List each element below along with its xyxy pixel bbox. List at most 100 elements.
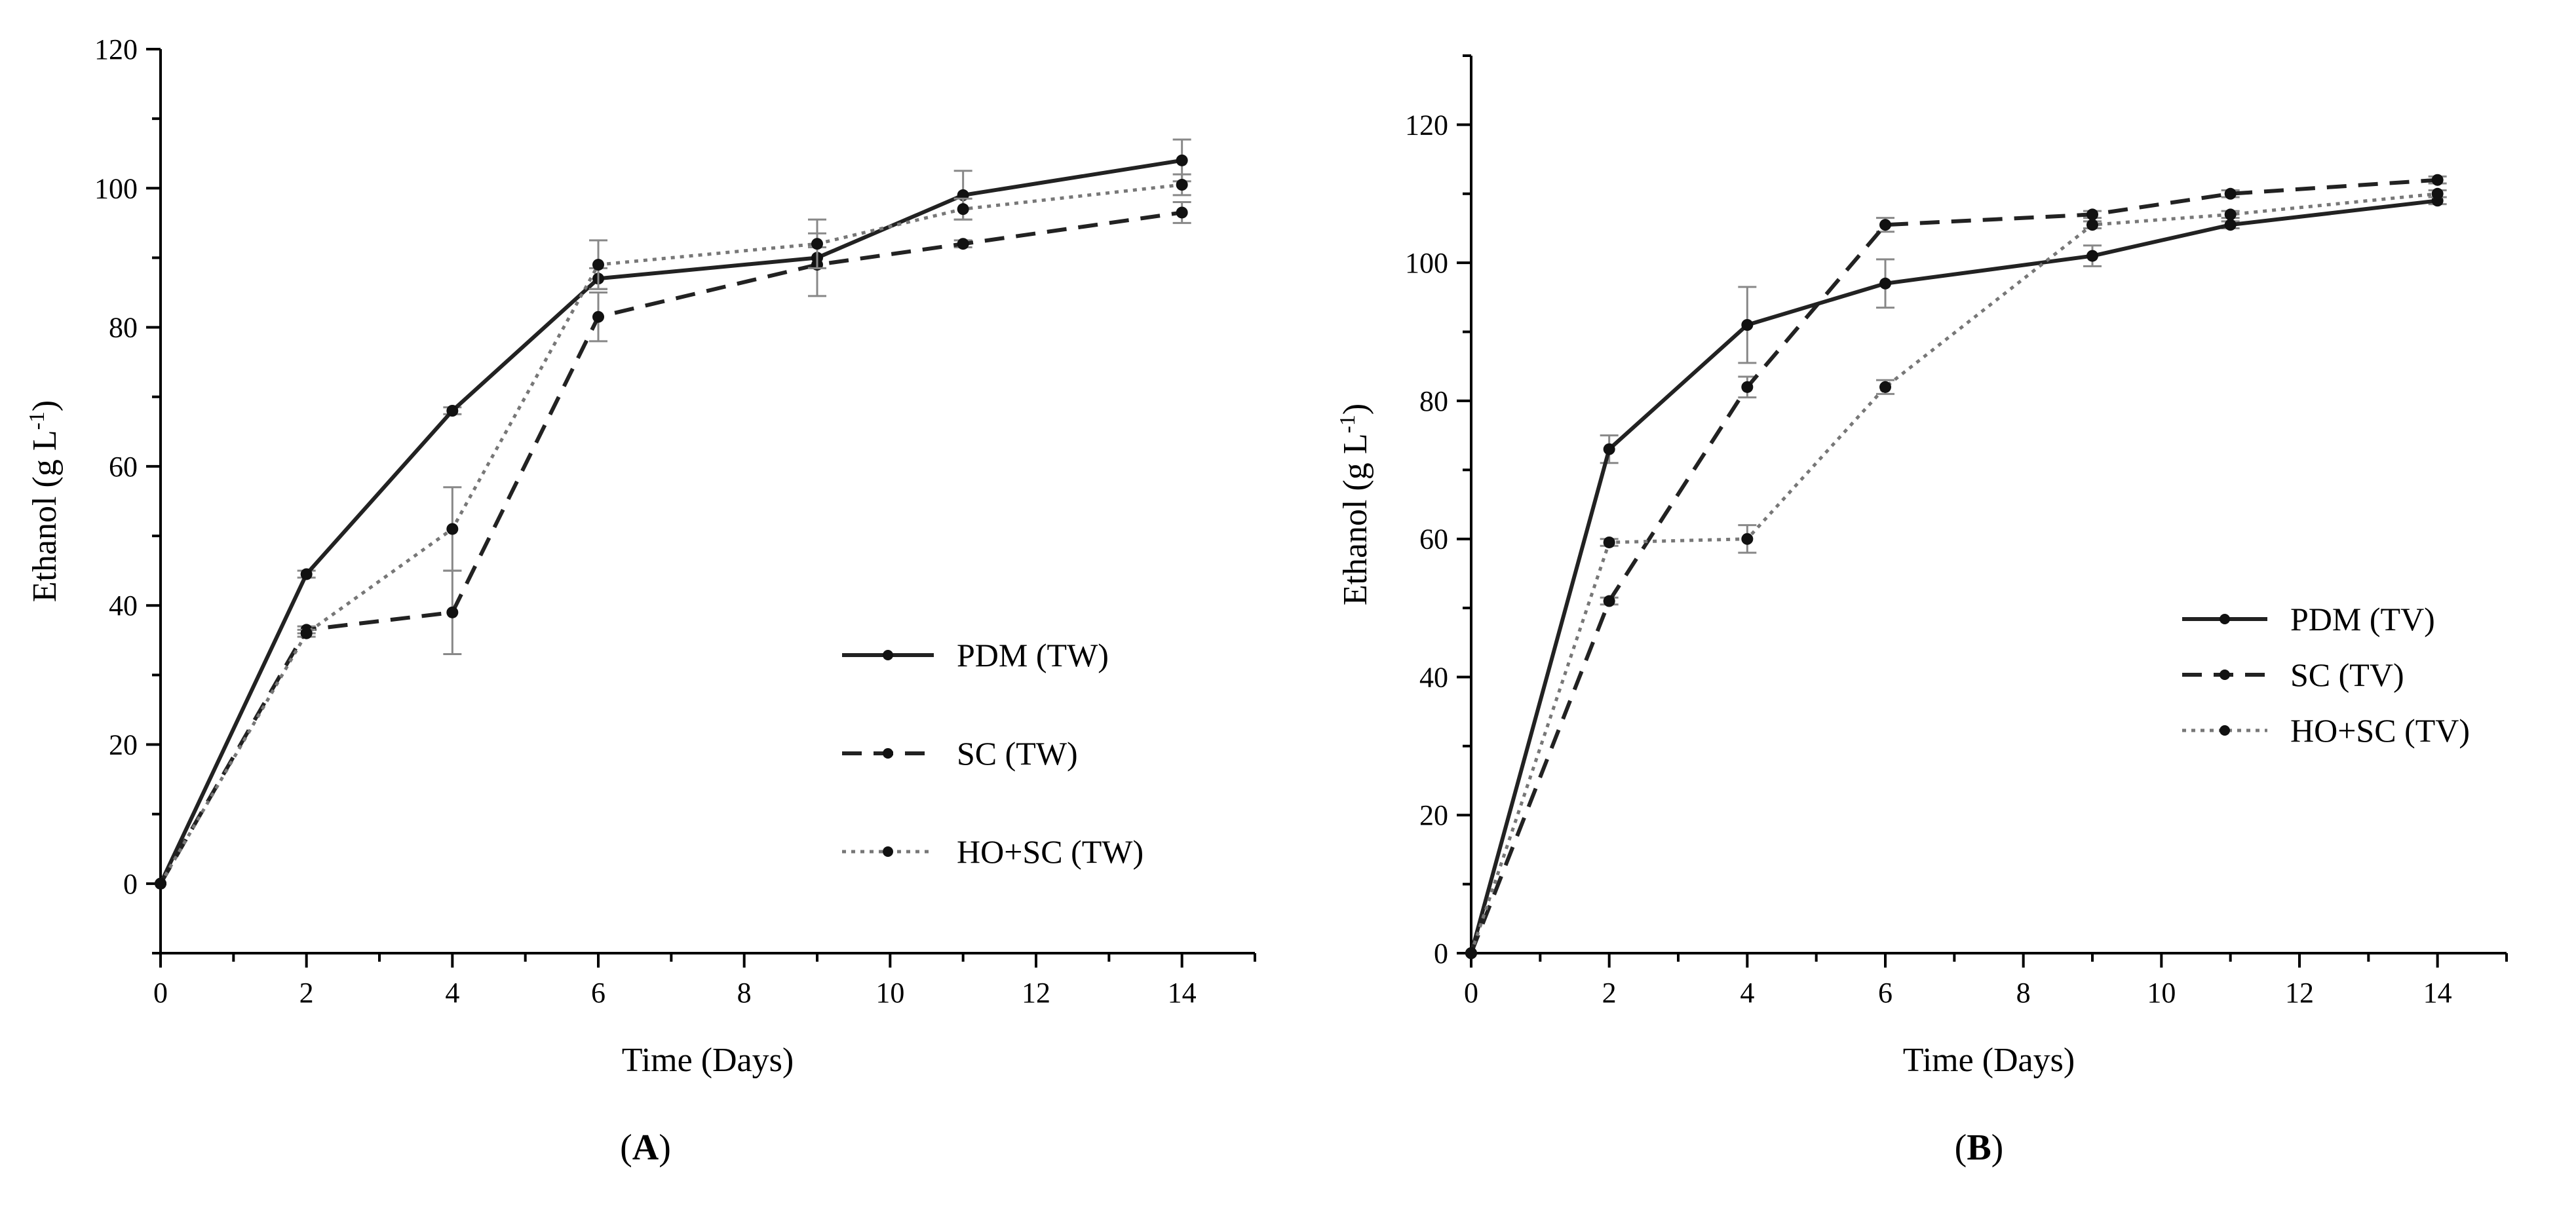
data-point: [1879, 381, 1891, 393]
y-tick-label: 120: [94, 33, 138, 66]
x-tick-label: 8: [2016, 977, 2031, 1009]
data-point: [1879, 277, 1891, 290]
x-tick-label: 4: [445, 977, 459, 1009]
x-tick-label: 2: [1602, 977, 1617, 1009]
y-axis-title-main: Ethanol (g L: [26, 430, 64, 602]
data-point: [2224, 208, 2237, 221]
x-tick-label: 14: [1168, 977, 1197, 1009]
data-point: [1465, 947, 1477, 959]
legend-label: HO+SC (TV): [2290, 712, 2470, 749]
y-axis-title-superscript: -1: [25, 411, 49, 430]
data-point: [2431, 187, 2444, 200]
data-point: [1176, 179, 1188, 191]
legend-label: SC (TV): [2290, 656, 2404, 693]
x-tick-label: 12: [2285, 977, 2314, 1009]
legend-label: PDM (TV): [2290, 601, 2435, 637]
data-point: [2224, 219, 2237, 231]
series-2: [155, 201, 1191, 890]
panel-label-close: ): [659, 1127, 671, 1168]
data-point: [592, 259, 604, 271]
data-point: [300, 568, 313, 580]
legend-marker: [883, 748, 893, 759]
data-point: [957, 238, 969, 250]
x-tick-label: 0: [1464, 977, 1478, 1009]
panel-label: (A): [620, 1127, 671, 1168]
x-tick-label: 10: [2147, 977, 2176, 1009]
x-tick-label: 2: [299, 977, 314, 1009]
y-axis-title: Ethanol (g L-1): [25, 400, 64, 602]
x-tick-label: 6: [1878, 977, 1893, 1009]
y-tick-label: 80: [109, 312, 138, 344]
legend-label: SC (TW): [957, 735, 1078, 772]
data-point: [1741, 533, 1754, 545]
panel-label-close: ): [1991, 1127, 2004, 1168]
series-1: [1465, 195, 2447, 959]
series-line: [1469, 192, 2438, 954]
data-point: [957, 203, 969, 216]
data-point: [2086, 208, 2098, 221]
data-point: [1741, 381, 1754, 393]
x-tick-label: 14: [2423, 977, 2452, 1009]
y-tick-label: 120: [1405, 109, 1448, 141]
chart-panel-a: 0 2 4 6 8 10 12 14 0 20 40 60 80 100 120 Time (Days) Eth…: [25, 33, 1256, 1168]
y-tick-label: 0: [1434, 937, 1448, 970]
legend-marker: [2220, 614, 2230, 624]
y-tick-label: 20: [109, 729, 138, 761]
x-tick-label: 12: [1022, 977, 1050, 1009]
data-point: [1741, 319, 1754, 331]
y-tick-label: 100: [94, 172, 138, 204]
data-point: [446, 606, 459, 618]
series-line: [159, 210, 1183, 885]
y-tick-label: 40: [109, 590, 138, 622]
data-point: [1603, 536, 1615, 548]
y-tick-label: 60: [1419, 523, 1448, 556]
legend-label: PDM (TW): [957, 637, 1109, 673]
series-line: [159, 158, 1183, 885]
legend-marker: [883, 846, 893, 857]
y-axis-title: Ethanol (g L-1): [1336, 404, 1374, 605]
y-tick-label: 80: [1419, 385, 1448, 417]
x-tick-label: 4: [1740, 977, 1754, 1009]
panel-label-open: (: [1955, 1127, 1967, 1168]
legend-marker: [883, 650, 893, 660]
legend: PDM (TW) SC (TW) HO+SC (TW): [842, 637, 1144, 870]
data-point: [2086, 250, 2098, 262]
data-point: [1176, 154, 1188, 166]
y-axis-title-close: ): [1337, 404, 1374, 415]
legend-marker: [2220, 725, 2230, 736]
y-tick-label: 20: [1419, 799, 1448, 831]
series-1: [155, 138, 1191, 890]
data-point: [155, 877, 166, 890]
x-axis-title: Time (Days): [622, 1042, 794, 1079]
x-tick-label: 0: [153, 977, 168, 1009]
x-axis-title: Time (Days): [1903, 1042, 2075, 1079]
legend: PDM (TV) SC (TV) HO+SC (TV): [2182, 601, 2470, 749]
series-line: [1469, 198, 2438, 954]
data-point: [1603, 595, 1615, 607]
panel-label-letter: A: [632, 1127, 659, 1168]
data-point: [1176, 206, 1188, 219]
data-point: [811, 238, 823, 250]
data-point: [592, 311, 604, 323]
series-3: [155, 173, 1191, 890]
x-tick-label: 8: [737, 977, 752, 1009]
y-axis-title-close: ): [26, 400, 64, 411]
y-tick-label: 40: [1419, 661, 1448, 693]
data-point: [300, 627, 313, 639]
y-tick-label: 60: [109, 451, 138, 483]
legend-marker: [2220, 670, 2230, 680]
data-point: [446, 405, 459, 417]
y-tick-label: 100: [1405, 247, 1448, 279]
y-axis-title-main: Ethanol (g L: [1337, 433, 1374, 605]
data-point: [2086, 219, 2098, 231]
chart-panel-b: 0 2 4 6 8 10 12 14 0 20 40 60 80 100 120 Time (Days) Eth…: [1336, 54, 2508, 1168]
panel-label-letter: B: [1967, 1127, 1991, 1168]
data-point: [2431, 174, 2444, 186]
panel-label: (B): [1955, 1127, 2004, 1168]
panel-label-open: (: [620, 1127, 632, 1168]
x-tick-label: 10: [875, 977, 904, 1009]
y-axis-title-superscript: -1: [1336, 415, 1360, 433]
data-point: [2224, 187, 2237, 200]
series-line: [159, 183, 1182, 885]
